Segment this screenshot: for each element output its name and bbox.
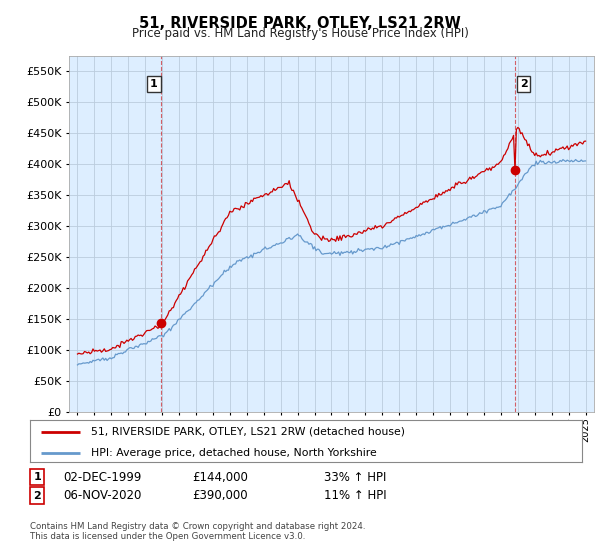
Text: 06-NOV-2020: 06-NOV-2020	[63, 489, 142, 502]
Text: 11% ↑ HPI: 11% ↑ HPI	[324, 489, 386, 502]
Text: 1: 1	[150, 79, 158, 89]
Text: 51, RIVERSIDE PARK, OTLEY, LS21 2RW (detached house): 51, RIVERSIDE PARK, OTLEY, LS21 2RW (det…	[91, 427, 405, 437]
Text: 02-DEC-1999: 02-DEC-1999	[63, 470, 142, 484]
Text: £144,000: £144,000	[192, 470, 248, 484]
Text: 2: 2	[34, 491, 41, 501]
Text: HPI: Average price, detached house, North Yorkshire: HPI: Average price, detached house, Nort…	[91, 448, 376, 458]
Text: 33% ↑ HPI: 33% ↑ HPI	[324, 470, 386, 484]
Text: Price paid vs. HM Land Registry's House Price Index (HPI): Price paid vs. HM Land Registry's House …	[131, 27, 469, 40]
Text: 1: 1	[34, 472, 41, 482]
Text: £390,000: £390,000	[192, 489, 248, 502]
Text: 2: 2	[520, 79, 527, 89]
Text: Contains HM Land Registry data © Crown copyright and database right 2024.
This d: Contains HM Land Registry data © Crown c…	[30, 522, 365, 542]
Text: 51, RIVERSIDE PARK, OTLEY, LS21 2RW: 51, RIVERSIDE PARK, OTLEY, LS21 2RW	[139, 16, 461, 31]
